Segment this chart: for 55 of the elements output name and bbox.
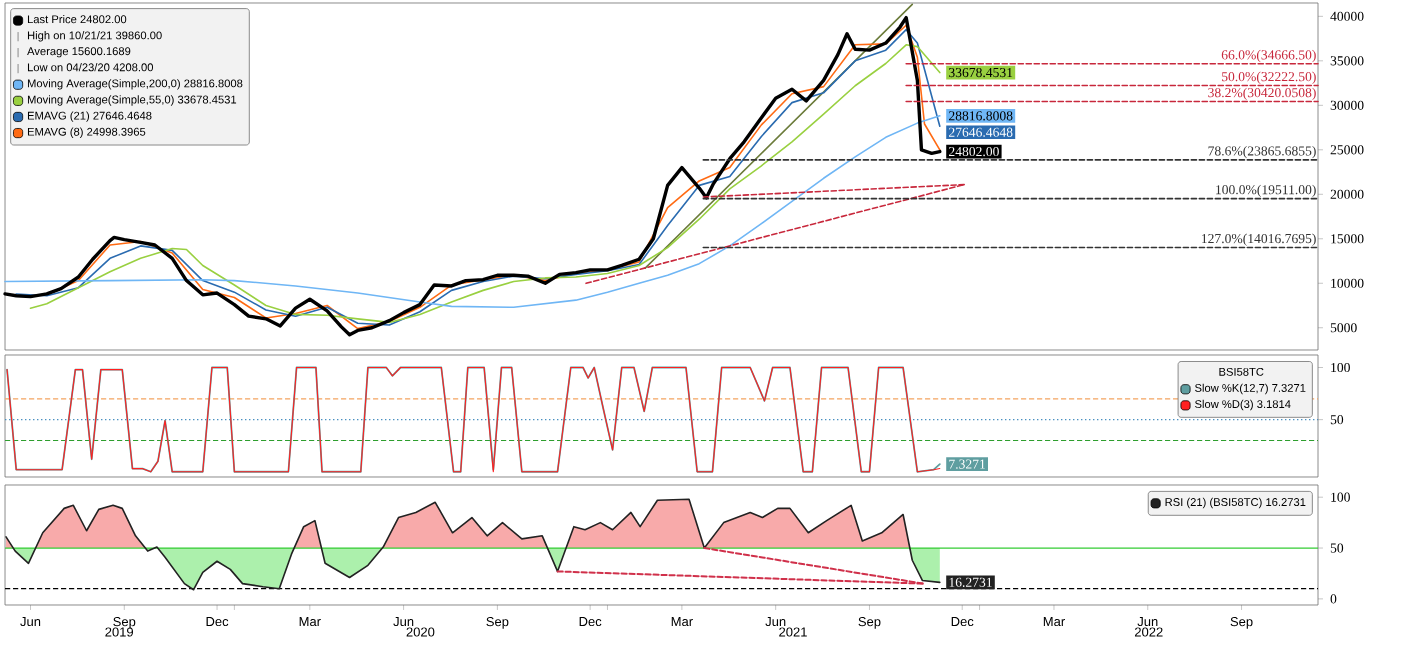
y-tick-label: 15000 bbox=[1331, 234, 1364, 244]
series-label: 38.2%(30420.0508) bbox=[1208, 87, 1316, 100]
y-tick-label: 25000 bbox=[1330, 145, 1364, 155]
y-tick-label: 20000 bbox=[1330, 189, 1364, 199]
annotation: 27646.4648 bbox=[949, 127, 1013, 137]
annotation: 28816.8008 bbox=[949, 111, 1013, 121]
legend-label: Slow %K(12,7) 7.3271 bbox=[1195, 383, 1306, 395]
series-label: 78.6%(23865.6855) bbox=[1208, 145, 1316, 159]
x-tick-label: Sep bbox=[1230, 617, 1253, 629]
y-tick-label: 10000 bbox=[1331, 278, 1364, 288]
x-tick-label: Jun bbox=[393, 617, 414, 627]
y-tick-label: 50 bbox=[1330, 415, 1344, 425]
x-tick-label: Dec bbox=[206, 617, 229, 627]
text: 2021 bbox=[779, 627, 807, 637]
legend-label: Last Price 24802.00 bbox=[27, 14, 127, 24]
x-tick-label: Jun bbox=[1137, 617, 1158, 627]
annotation: 16.2731 bbox=[949, 577, 992, 587]
y-tick-label: 40000 bbox=[1330, 11, 1364, 21]
series-label: 127.0%(14016.7695) bbox=[1202, 233, 1316, 246]
annotation: Low on 04/23/20 4208.00 bbox=[27, 63, 154, 72]
x-tick-label: Sep bbox=[113, 617, 136, 629]
legend-label: Moving Average(Simple,200,0) 28816.8008 bbox=[27, 79, 243, 90]
x-tick-label: Mar bbox=[299, 617, 321, 627]
y-tick-label: 5000 bbox=[1330, 323, 1357, 333]
annotation: Average 15600.1689 bbox=[27, 47, 131, 58]
series-label: 50.0%(32222.50) bbox=[1222, 71, 1316, 84]
y-tick-label: 100 bbox=[1331, 492, 1350, 502]
y-tick-label: 0 bbox=[1330, 594, 1337, 604]
annotation: 7.3271 bbox=[949, 459, 985, 469]
annotation: High on 10/21/21 39860.00 bbox=[27, 31, 162, 42]
x-tick-label: Mar bbox=[671, 617, 693, 627]
text: 2020 bbox=[406, 627, 435, 637]
y-tick-label: 50 bbox=[1330, 543, 1344, 553]
text: 2022 bbox=[1134, 627, 1163, 637]
x-tick-label: Dec bbox=[579, 617, 602, 627]
legend-label: Moving Average(Simple,55,0) 33678.4531 bbox=[27, 95, 237, 106]
x-tick-label: Jun bbox=[20, 617, 41, 627]
legend-label: EMAVG (21) 27646.4648 bbox=[27, 111, 152, 122]
x-tick-label: Jun bbox=[765, 617, 786, 627]
x-tick-label: Sep bbox=[486, 617, 509, 629]
legend-label: RSI (21) (BSI58TC) 16.2731 bbox=[1165, 497, 1306, 509]
legend-title: BSI58TC bbox=[1219, 367, 1264, 376]
legend-label: EMAVG (8) 24998.3965 bbox=[27, 127, 146, 138]
series-label: 100.0%(19511.00) bbox=[1216, 184, 1316, 198]
y-tick-label: 30000 bbox=[1330, 100, 1364, 110]
x-tick-label: Sep bbox=[858, 617, 881, 629]
y-tick-label: 35000 bbox=[1330, 56, 1364, 66]
x-tick-label: Mar bbox=[1043, 617, 1065, 627]
series-label: 66.0%(34666.50) bbox=[1221, 49, 1316, 63]
annotation: 24802.00 bbox=[949, 146, 999, 157]
legend-label: Slow %D(3) 3.1814 bbox=[1195, 399, 1291, 411]
annotation: 33678.4531 bbox=[949, 67, 1013, 78]
text: 2019 bbox=[105, 627, 134, 637]
x-tick-label: Dec bbox=[951, 617, 974, 627]
y-tick-label: 100 bbox=[1331, 362, 1350, 373]
